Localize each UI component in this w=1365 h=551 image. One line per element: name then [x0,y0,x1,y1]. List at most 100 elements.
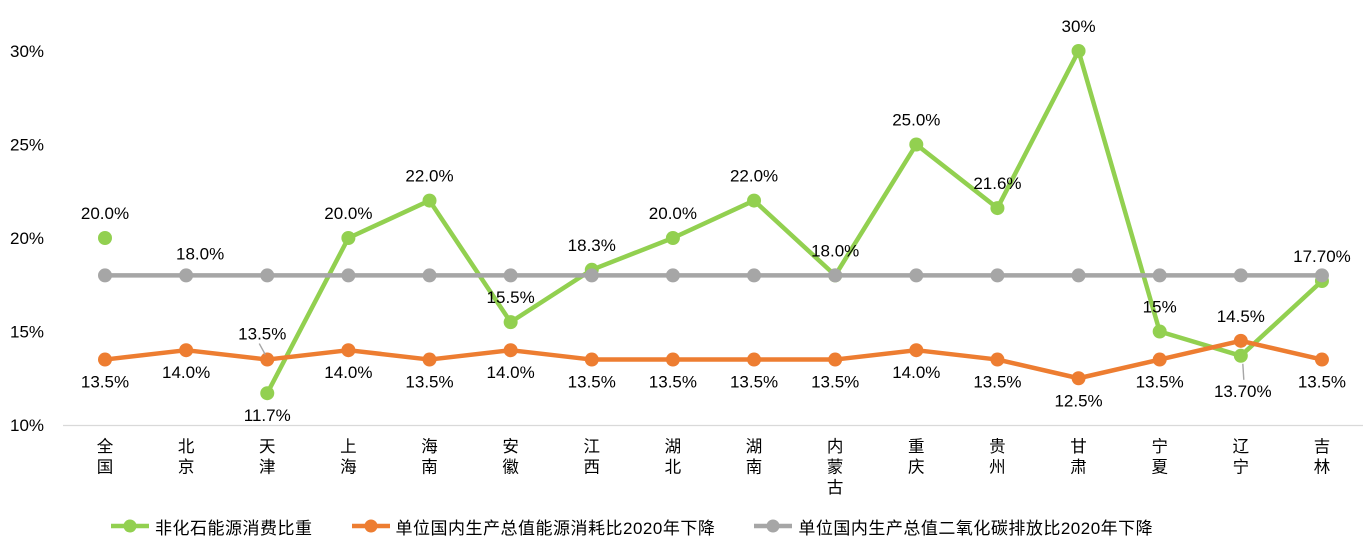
data-point-marker [503,315,518,330]
x-category-char: 海 [421,437,438,456]
x-category-label: 吉林 [1314,437,1331,477]
data-point-marker [179,343,194,358]
data-point-marker [1071,44,1086,58]
data-point-marker [747,352,762,367]
data-point-marker [98,352,112,367]
data-point-marker [584,352,599,367]
x-category-char: 宁 [1233,458,1250,477]
data-point-marker [665,231,680,245]
data-point-marker [98,231,112,245]
data-label: 18.0% [811,241,859,260]
data-point-marker [1233,268,1248,283]
x-category-char: 国 [97,459,114,477]
data-label: 22.0% [730,167,778,186]
data-point-marker [503,343,518,358]
x-category-label: 北京 [178,437,195,477]
x-category-label: 安徽 [502,437,519,477]
data-label: 20.0% [649,204,697,223]
x-category-char: 重 [908,437,925,456]
data-point-marker [665,268,680,283]
x-category-label: 上海 [340,437,357,477]
data-point-marker [260,352,275,367]
x-category-label: 湖北 [665,437,682,477]
x-category-char: 州 [989,459,1006,477]
data-label: 14.0% [892,363,940,382]
x-category-char: 肃 [1070,458,1087,477]
data-label: 25.0% [892,111,940,130]
legend-marker-icon [754,519,793,533]
data-label: 14.5% [1217,307,1265,326]
data-point-marker [422,193,437,208]
data-label: 30% [1062,17,1096,36]
data-point-marker [422,268,437,283]
x-category-char: 江 [584,437,601,456]
series-单位国内生产总值二氧化碳排放比2020年下降 [98,268,1329,283]
data-label: 13.5% [81,373,129,392]
legend-item: 单位国内生产总值能源消耗比2020年下降 [351,514,716,539]
label-leader-line [258,343,266,355]
x-category-char: 南 [746,458,763,477]
label-leader-line [1242,363,1245,380]
x-category-char: 庆 [908,458,925,477]
data-label: 15% [1143,298,1177,317]
legend-dot [364,519,377,533]
data-label: 13.5% [973,373,1021,392]
data-label: 15.5% [487,288,535,307]
x-category-label: 辽宁 [1233,437,1250,477]
data-point-marker [422,352,437,367]
x-category-char: 夏 [1151,459,1168,477]
data-point-marker [179,268,194,283]
data-point-marker [341,268,356,283]
data-point-marker [260,268,275,283]
legend-item: 非化石能源消费比重 [110,514,313,539]
x-category-char: 安 [502,437,519,456]
series-labels-非化石能源消费比重: 20.0% 11.7% 20.0% 22.0% 15.5% 18.3% 20.0% 22.0%… [81,17,1351,425]
data-label: 18.0% [176,244,224,263]
x-category-label: 江西 [584,437,601,477]
x-category-char: 甘 [1070,437,1087,456]
x-category-label: 贵州 [989,437,1006,477]
x-category-char: 宁 [1151,437,1168,456]
legend-label: 非化石能源消费比重 [155,518,313,538]
data-point-marker [990,352,1005,367]
data-point-marker [260,386,275,401]
x-category-char: 林 [1314,458,1331,477]
data-point-marker [341,343,356,358]
x-category-char: 古 [827,478,844,497]
x-category-char: 湖 [665,437,682,456]
data-point-marker [747,193,762,208]
x-category-label: 甘肃 [1070,437,1087,477]
data-point-marker [828,352,843,367]
data-point-marker [1233,333,1248,348]
series-labels-单位国内生产总值能源消耗比2020年下降: 13.5% 14.0% 13.5% 14.0% 13.5% 14.0% 13.5% 13.5%… [81,307,1346,410]
y-tick-label: 20% [10,229,44,248]
series-line [265,48,1325,396]
legend-label: 单位国内生产总值二氧化碳排放比2020年下降 [798,518,1154,538]
data-label: 17.70% [1293,247,1351,266]
data-label: 13.5% [1136,373,1184,392]
data-point-marker [990,201,1005,216]
data-point-marker [1233,348,1248,363]
legend-dot [123,519,137,533]
series-非化石能源消费比重 [98,44,1329,401]
data-point-marker [665,352,680,367]
x-category-char: 全 [97,437,114,456]
data-label: 14.0% [162,363,210,382]
data-point-marker [909,137,924,152]
data-point-marker [828,268,843,283]
y-tick-label: 10% [10,416,44,435]
data-label: 18.3% [568,236,616,255]
data-label: 22.0% [405,167,453,186]
legend: 非化石能源消费比重 单位国内生产总值能源消耗比2020年下降 单位国内生产总值二氧化… [110,512,1153,540]
data-label: 21.6% [973,174,1021,193]
legend-marker-icon [111,519,149,533]
x-category-char: 海 [340,458,357,477]
data-label: 13.5% [238,325,286,344]
data-label: 13.70% [1214,382,1272,401]
data-label: 13.5% [568,373,616,392]
x-category-char: 北 [665,458,682,477]
data-label: 11.7% [244,406,291,425]
legend-marker-icon [351,519,390,533]
